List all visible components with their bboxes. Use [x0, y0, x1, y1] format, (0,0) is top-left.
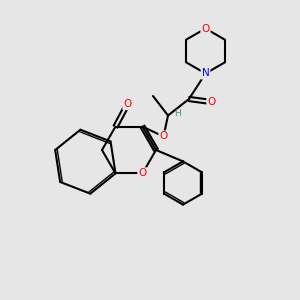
Text: O: O: [201, 23, 210, 34]
Text: O: O: [207, 97, 216, 107]
Text: H: H: [175, 110, 181, 118]
Text: O: O: [159, 131, 168, 142]
Text: N: N: [202, 68, 209, 79]
Text: O: O: [138, 168, 147, 178]
Text: O: O: [123, 99, 132, 109]
